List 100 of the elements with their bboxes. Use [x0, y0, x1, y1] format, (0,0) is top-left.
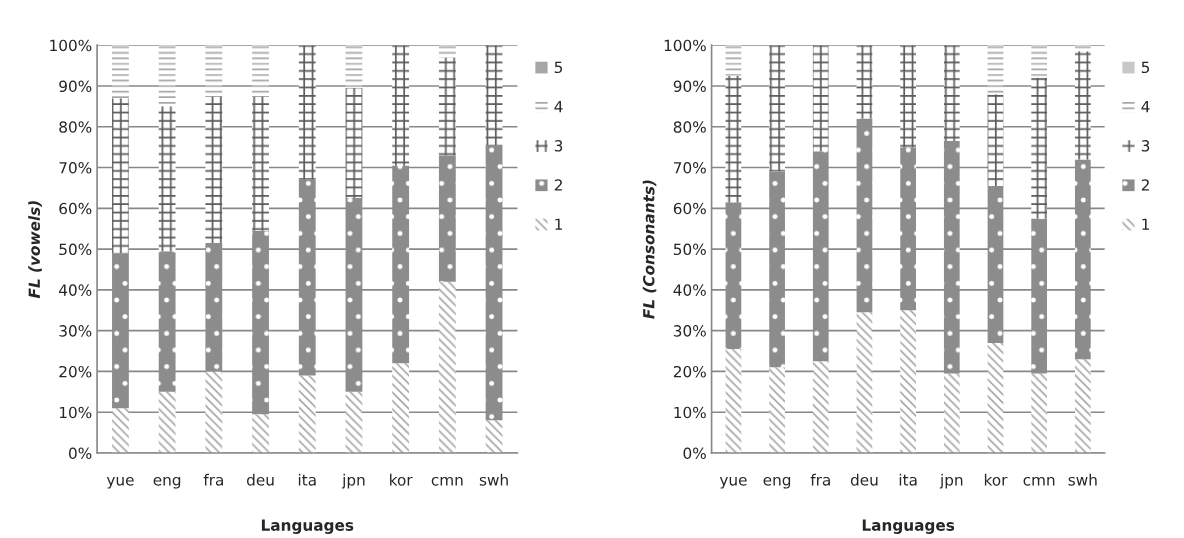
y-tick-label: 10%	[59, 406, 92, 419]
bar	[900, 147, 916, 311]
y-tick-label: 50%	[59, 243, 92, 256]
bar	[943, 141, 960, 374]
bar	[112, 408, 129, 453]
x-axis-title: Languages	[261, 519, 354, 534]
bar	[345, 88, 363, 199]
bar	[943, 45, 960, 142]
bar	[725, 202, 742, 350]
y-tick-label: 70%	[59, 162, 92, 174]
bar	[1031, 77, 1048, 219]
legend-label: 1	[555, 218, 562, 230]
legend-label: 4	[1141, 100, 1150, 113]
bar	[392, 165, 410, 364]
bar	[158, 251, 176, 392]
bar	[900, 310, 916, 453]
bar	[392, 363, 410, 453]
bar	[987, 94, 1004, 186]
bar	[298, 179, 316, 376]
y-tick-label: 10%	[674, 406, 706, 419]
bar	[298, 375, 316, 453]
bar	[812, 45, 829, 152]
y-tick-label: 40%	[59, 284, 92, 296]
y-tick-label: 90%	[673, 80, 706, 92]
bar	[438, 45, 456, 58]
bar	[112, 45, 129, 99]
y-tick-label: 40%	[673, 284, 706, 296]
bar	[856, 45, 873, 119]
x-axis-title: Languages	[862, 519, 955, 534]
bar	[252, 414, 269, 453]
y-axis-title: FL (vowels)	[28, 201, 42, 299]
x-tick-label: yue	[719, 476, 747, 489]
bar	[438, 57, 456, 156]
x-tick-label: cmn	[1023, 476, 1055, 486]
bar	[943, 373, 960, 453]
bar	[725, 349, 742, 453]
x-tick-label: ita	[899, 473, 917, 486]
bar	[205, 242, 223, 372]
bar	[345, 45, 363, 89]
bar	[1031, 373, 1048, 453]
bar	[856, 312, 873, 453]
y-tick-label: 20%	[59, 365, 92, 378]
bar	[769, 367, 785, 453]
bar	[345, 391, 363, 453]
y-tick-label: 60%	[59, 202, 92, 215]
y-tick-label: 0%	[69, 447, 92, 460]
bar	[725, 75, 742, 203]
x-tick-label: fra	[203, 473, 223, 486]
x-tick-label: swh	[479, 473, 508, 486]
bar	[485, 45, 503, 146]
x-tick-label: swh	[1068, 473, 1097, 486]
bar	[438, 155, 456, 282]
x-tick-label: ita	[298, 473, 316, 486]
x-tick-label: deu	[247, 473, 274, 486]
y-tick-label: 0%	[683, 447, 706, 460]
bar	[158, 391, 176, 453]
bar	[900, 45, 916, 148]
y-tick-label: 60%	[673, 202, 706, 215]
bar	[438, 281, 456, 453]
bar	[987, 185, 1004, 343]
bar	[812, 151, 829, 362]
bar	[112, 253, 129, 409]
bar	[252, 45, 269, 97]
x-tick-label: eng	[763, 476, 791, 489]
legend-label: 5	[554, 61, 563, 74]
bar	[252, 230, 269, 415]
y-tick-label: 100%	[664, 39, 706, 52]
legend-label: 5	[1141, 61, 1150, 74]
y-axis-title: FL (Consonants)	[642, 180, 657, 319]
x-tick-label: kor	[984, 473, 1008, 486]
y-tick-label: 50%	[673, 243, 706, 256]
bar	[485, 420, 503, 453]
legend-label: 3	[554, 140, 563, 152]
legend-label: 4	[554, 100, 563, 113]
bar	[812, 361, 829, 453]
x-tick-label: jpn	[341, 473, 365, 489]
legend-label: 2	[1141, 179, 1149, 191]
bar	[1031, 218, 1048, 374]
legend-label: 1	[1142, 218, 1149, 230]
y-tick-label: 90%	[59, 80, 92, 92]
y-tick-label: 70%	[674, 162, 706, 174]
bar	[252, 96, 269, 231]
bar	[112, 98, 129, 254]
x-tick-label: cmn	[431, 476, 463, 486]
bar	[205, 371, 223, 453]
x-tick-label: jpn	[939, 473, 963, 489]
bar	[769, 45, 785, 172]
y-tick-label: 30%	[59, 325, 92, 337]
bar	[987, 45, 1004, 95]
x-tick-label: deu	[850, 473, 878, 486]
bar	[298, 45, 316, 180]
bar	[345, 198, 363, 392]
bar	[485, 145, 503, 421]
bar	[1074, 359, 1091, 453]
y-tick-label: 20%	[673, 365, 706, 378]
bar	[725, 45, 742, 76]
bar	[769, 171, 785, 368]
bar	[205, 45, 223, 97]
bar	[158, 106, 176, 252]
bar	[1074, 51, 1091, 160]
